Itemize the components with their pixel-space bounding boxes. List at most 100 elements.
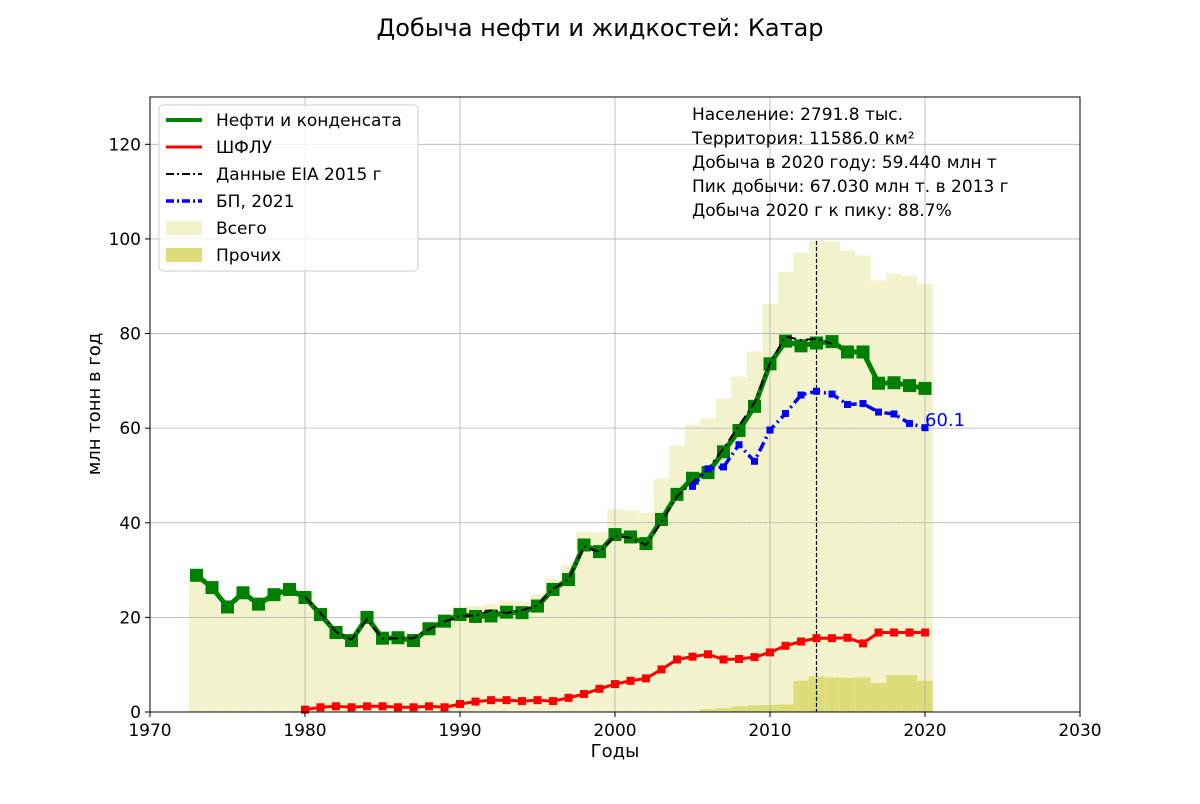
total-bar xyxy=(374,632,391,712)
oil-point xyxy=(794,339,808,353)
ngl-point xyxy=(905,628,914,637)
oil-point xyxy=(748,399,761,413)
total-bar xyxy=(204,587,220,712)
total-bar xyxy=(669,445,685,712)
oil-point xyxy=(903,379,916,393)
bp-point xyxy=(735,441,743,449)
total-bar xyxy=(746,351,763,712)
oil-point xyxy=(267,588,281,602)
x-tick-label: 1970 xyxy=(128,721,171,741)
ngl-point xyxy=(316,703,325,712)
ngl-point xyxy=(797,637,805,646)
bp-point xyxy=(828,390,836,398)
other-bar xyxy=(886,675,902,712)
bp-point xyxy=(797,391,805,399)
total-bar xyxy=(281,589,298,712)
x-tick-label: 1980 xyxy=(283,721,326,741)
ngl-point xyxy=(921,628,929,637)
ngl-point xyxy=(378,702,387,711)
ngl-point xyxy=(487,696,495,705)
ngl-point xyxy=(781,641,790,650)
ngl-point xyxy=(626,676,635,685)
y-tick-label: 100 xyxy=(109,230,141,250)
total-bar xyxy=(576,531,592,712)
x-axis-label: Годы xyxy=(591,741,640,762)
ngl-point xyxy=(425,702,433,711)
legend-label: БП, 2021 xyxy=(216,192,295,212)
oil-point xyxy=(407,634,420,648)
oil-point xyxy=(205,581,219,595)
bp-line xyxy=(691,389,926,488)
ngl-point xyxy=(549,697,557,706)
total-bar xyxy=(498,600,515,712)
total-bar xyxy=(483,604,499,712)
total-bar xyxy=(188,575,205,712)
info-line: Добыча в 2020 году: 59.440 млн т xyxy=(692,153,997,173)
info-line: Территория: 11586.0 км² xyxy=(691,129,915,149)
ngl-point xyxy=(502,696,511,705)
total-bar xyxy=(405,635,422,712)
ngl-point xyxy=(409,703,418,712)
ngl-point xyxy=(828,634,836,643)
ngl-point xyxy=(642,674,650,683)
other-bar xyxy=(839,677,856,712)
y-tick-label: 60 xyxy=(119,419,141,439)
total-bar xyxy=(700,418,716,712)
total-bar xyxy=(731,376,747,712)
bp-point xyxy=(890,410,898,418)
ngl-point xyxy=(347,703,356,712)
total-bar xyxy=(235,592,251,712)
y-tick-label: 120 xyxy=(109,135,141,155)
bp-point xyxy=(751,457,758,465)
eia-line xyxy=(304,335,833,641)
oil-point xyxy=(593,545,606,559)
ngl-point xyxy=(766,648,774,657)
oil-point xyxy=(360,610,374,624)
ngl-point xyxy=(657,665,666,674)
legend-swatch xyxy=(166,248,202,262)
other-bars xyxy=(700,675,933,712)
oil-point xyxy=(887,376,901,390)
bp-point xyxy=(813,387,820,395)
y-tick-label: 0 xyxy=(130,703,141,723)
ngl-point xyxy=(719,655,728,664)
legend-label: ШФЛУ xyxy=(216,138,273,158)
total-bar xyxy=(901,275,918,712)
oil-point xyxy=(856,345,870,359)
oil-point xyxy=(546,582,560,596)
ngl-point xyxy=(859,639,867,648)
total-bar xyxy=(684,424,701,712)
ngl-point xyxy=(440,703,449,712)
axes: 1970 1980 1990 2000 2010 2020 2030 0 20 40 60 80 100… xyxy=(109,96,1102,741)
other-bar xyxy=(746,705,763,712)
ngl-point xyxy=(580,690,588,699)
other-bar xyxy=(715,708,732,712)
oil-point xyxy=(221,600,234,614)
oil-point xyxy=(577,538,591,552)
other-bar xyxy=(901,675,918,712)
info-line: Население: 2791.8 тыс. xyxy=(692,105,903,125)
legend-label: Нефти и конденсата xyxy=(216,111,402,131)
info-line: Добыча 2020 г к пику: 88.7% xyxy=(692,201,952,221)
bp-point xyxy=(906,419,913,427)
total-bar xyxy=(886,273,902,712)
total-bar xyxy=(514,601,530,712)
legend: Нефти и конденсата ШФЛУ Данные EIA 2015 г Б… xyxy=(158,104,419,272)
total-bar xyxy=(219,606,236,712)
total-bar xyxy=(467,606,484,712)
total-bar xyxy=(653,478,670,712)
total-bar xyxy=(328,626,344,712)
series-lines xyxy=(190,334,932,714)
bp-point xyxy=(921,424,929,432)
ngl-point xyxy=(471,697,480,706)
oil-point xyxy=(841,345,854,359)
x-tick-label: 2010 xyxy=(748,721,791,741)
bp-point xyxy=(704,465,712,473)
ngl-point xyxy=(394,703,402,712)
info-box: Население: 2791.8 тыс. Территория: 11586.… xyxy=(691,105,1009,221)
y-tick-label: 20 xyxy=(119,608,141,628)
total-bar xyxy=(824,241,840,713)
total-bar xyxy=(560,565,577,712)
